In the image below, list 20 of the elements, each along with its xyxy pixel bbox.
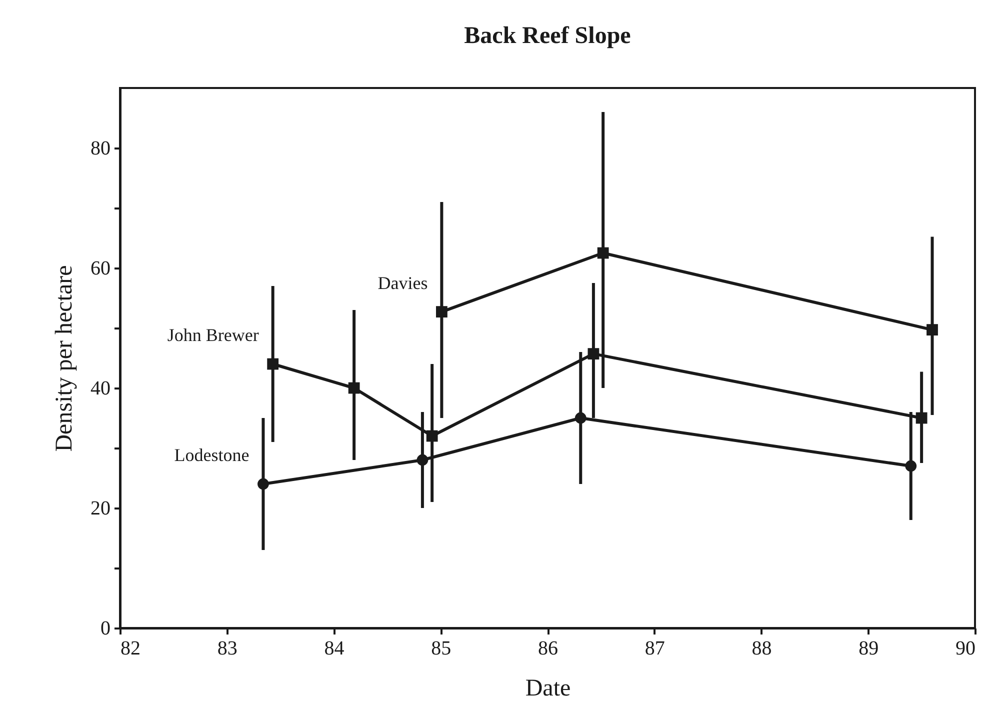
- series-label: Davies: [378, 272, 428, 293]
- x-tick-label: 88: [752, 638, 772, 660]
- x-tick-label: 82: [120, 638, 140, 660]
- series-label: Lodestone: [174, 445, 250, 465]
- x-tick-label: 85: [431, 638, 452, 660]
- y-tick-label: 40: [90, 378, 110, 400]
- y-tick-label: 20: [90, 498, 110, 520]
- x-tick-label: 90: [956, 638, 976, 660]
- y-axis-title: Density per hectare: [52, 265, 78, 452]
- x-tick-label: 83: [217, 638, 238, 660]
- y-tick-label: 80: [90, 138, 110, 160]
- x-tick-label: 87: [644, 638, 665, 660]
- x-tick-label: 86: [538, 638, 558, 660]
- chart-title: Back Reef Slope: [464, 23, 632, 49]
- series-label: John Brewer: [167, 325, 259, 345]
- x-tick-label: 84: [324, 638, 344, 660]
- y-tick-label: 0: [100, 618, 110, 640]
- x-axis-title: Date: [525, 676, 571, 702]
- x-tick-label: 89: [858, 638, 879, 660]
- y-tick-label: 60: [90, 258, 110, 280]
